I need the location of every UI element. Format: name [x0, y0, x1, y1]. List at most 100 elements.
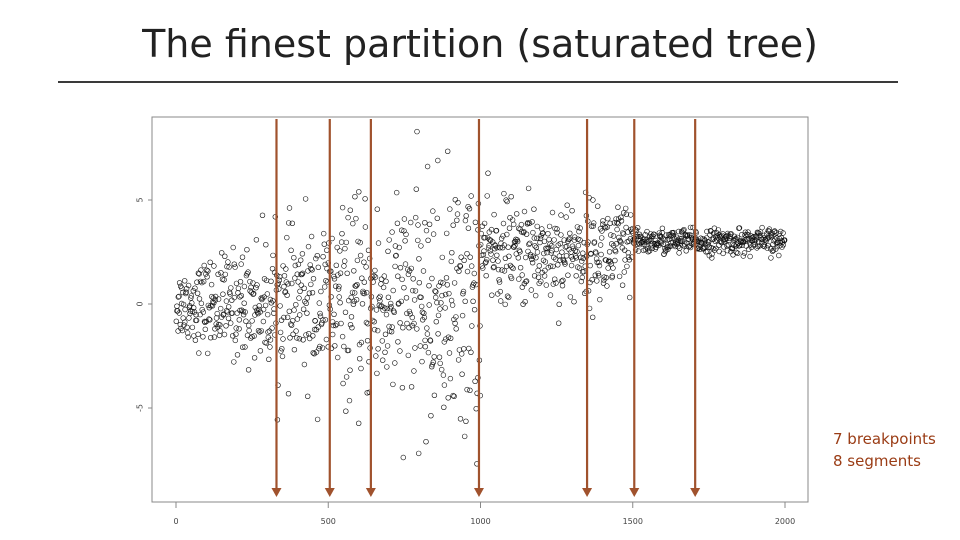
data-point [280, 336, 286, 342]
data-point [320, 317, 326, 323]
data-point [547, 292, 554, 298]
data-point [386, 237, 392, 243]
data-point [418, 243, 424, 249]
data-point [607, 220, 613, 227]
data-point [331, 276, 338, 282]
data-point [489, 292, 495, 298]
data-point [494, 252, 500, 259]
data-point [751, 233, 757, 240]
data-point [379, 303, 385, 309]
data-point [330, 322, 336, 329]
data-point [518, 221, 525, 228]
data-point [192, 285, 198, 291]
data-point [533, 244, 539, 251]
data-point [647, 236, 653, 243]
data-point [244, 271, 250, 277]
data-point [267, 296, 274, 303]
data-point [240, 312, 247, 318]
data-point [469, 284, 476, 290]
data-point [321, 241, 327, 247]
data-point [303, 332, 309, 338]
data-point [189, 308, 196, 315]
data-point [308, 266, 314, 272]
data-point [279, 346, 285, 352]
data-point [433, 289, 439, 295]
data-point [592, 272, 598, 278]
data-point [733, 249, 739, 256]
data-point [501, 190, 507, 197]
data-point [515, 255, 521, 261]
data-point [409, 314, 415, 321]
data-point [526, 220, 533, 226]
data-point [437, 360, 443, 367]
data-point [391, 309, 397, 315]
data-point [571, 237, 578, 243]
x-tick-label: 1000 [470, 517, 490, 526]
data-point [215, 296, 222, 302]
data-point [306, 290, 313, 296]
data-point [214, 310, 220, 317]
data-point [423, 227, 430, 234]
data-point [394, 220, 401, 227]
data-point [553, 246, 560, 253]
data-point [385, 294, 392, 300]
data-point [284, 292, 290, 298]
data-point [733, 236, 739, 242]
data-point [339, 333, 346, 340]
data-point [561, 237, 567, 243]
data-point [245, 269, 251, 275]
data-point [499, 267, 505, 273]
data-point [451, 393, 457, 399]
data-point [606, 249, 613, 255]
data-point [196, 296, 203, 302]
data-point [244, 332, 251, 339]
data-point [538, 278, 544, 285]
data-point [462, 433, 468, 440]
data-point [566, 236, 573, 242]
data-point [299, 270, 306, 276]
data-point [231, 261, 238, 267]
data-point [464, 251, 470, 257]
data-point [687, 244, 694, 251]
data-point [270, 298, 276, 304]
data-point [740, 253, 746, 259]
data-point [198, 300, 205, 307]
data-point [401, 216, 408, 222]
data-point [589, 314, 596, 320]
data-point [616, 234, 622, 241]
data-point [591, 239, 598, 245]
data-point [452, 197, 458, 203]
data-point [408, 265, 414, 272]
data-point [454, 217, 460, 224]
data-point [492, 243, 498, 249]
data-point [356, 189, 362, 195]
data-point [277, 274, 283, 280]
data-point [373, 353, 379, 359]
data-point [294, 316, 301, 322]
data-point [419, 309, 426, 315]
data-point [455, 199, 461, 206]
data-point [331, 311, 337, 317]
data-point [343, 408, 349, 414]
data-point [413, 214, 419, 221]
data-point [570, 256, 576, 262]
data-point [446, 350, 453, 356]
data-point [595, 272, 602, 279]
data-point [217, 328, 223, 334]
data-point [693, 230, 699, 236]
data-point [425, 237, 431, 244]
x-tick-label: 0 [173, 517, 178, 526]
data-point [645, 249, 651, 255]
data-point [357, 239, 363, 246]
data-point [419, 358, 425, 365]
data-point [495, 258, 501, 264]
data-point [315, 324, 321, 330]
data-point [270, 252, 276, 259]
data-point [707, 232, 713, 238]
data-point [353, 215, 359, 222]
data-point [207, 317, 213, 323]
data-point [176, 310, 182, 316]
data-point [251, 355, 258, 361]
data-point [527, 240, 533, 247]
data-point [208, 335, 214, 341]
